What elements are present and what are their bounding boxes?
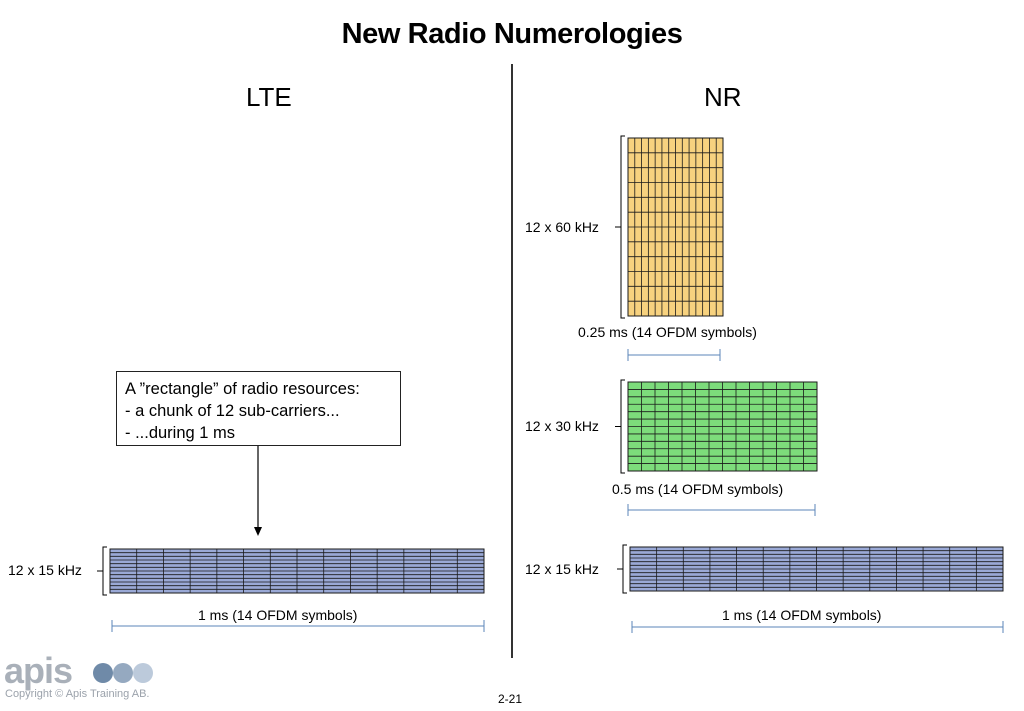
- lte-heading: LTE: [246, 82, 292, 112]
- frequency-brace: [622, 544, 627, 594]
- frequency-brace: [102, 546, 107, 596]
- nr-30khz-time-label: 0.5 ms (14 OFDM symbols): [612, 481, 784, 497]
- resource-block-callout: A ”rectangle” of radio resources: - a ch…: [116, 371, 401, 446]
- lte-freq-label: 12 x 15 kHz: [8, 562, 82, 578]
- logo-dot-1: [93, 663, 113, 683]
- apis-logo: apis: [4, 650, 73, 691]
- logo-dot-2: [113, 663, 133, 683]
- lte-resource-grid: [109, 548, 485, 594]
- callout-line-3: - ...during 1 ms: [125, 424, 236, 442]
- page-title: New Radio Numerologies: [341, 18, 683, 50]
- nr-60khz-time-label: 0.25 ms (14 OFDM symbols): [578, 324, 757, 340]
- column-divider: [511, 64, 513, 658]
- page-number: 2-21: [498, 692, 523, 706]
- nr-heading: NR: [704, 82, 742, 112]
- nr-15khz-freq-label: 12 x 15 kHz: [525, 561, 599, 577]
- frequency-brace: [620, 135, 625, 319]
- nr-60khz-freq-label: 12 x 60 kHz: [525, 219, 599, 235]
- frequency-brace: [620, 379, 625, 474]
- nr-15khz-time-label: 1 ms (14 OFDM symbols): [722, 607, 882, 623]
- callout-arrowhead: [254, 527, 262, 536]
- time-span-markers: [111, 349, 1004, 633]
- callout-line-1: A ”rectangle” of radio resources:: [125, 380, 360, 398]
- frequency-braces: [97, 135, 627, 596]
- lte-time-label: 1 ms (14 OFDM symbols): [198, 607, 358, 623]
- nr-60khz-resource-grid: [627, 137, 724, 317]
- logo-dot-3: [133, 663, 153, 683]
- nr-30khz-resource-grid: [627, 381, 818, 472]
- nr-30khz-freq-label: 12 x 30 kHz: [525, 418, 599, 434]
- nr-15khz-resource-grid: [629, 546, 1004, 592]
- copyright-notice: Copyright © Apis Training AB.: [5, 688, 150, 700]
- callout-line-2: - a chunk of 12 sub-carriers...: [125, 402, 340, 420]
